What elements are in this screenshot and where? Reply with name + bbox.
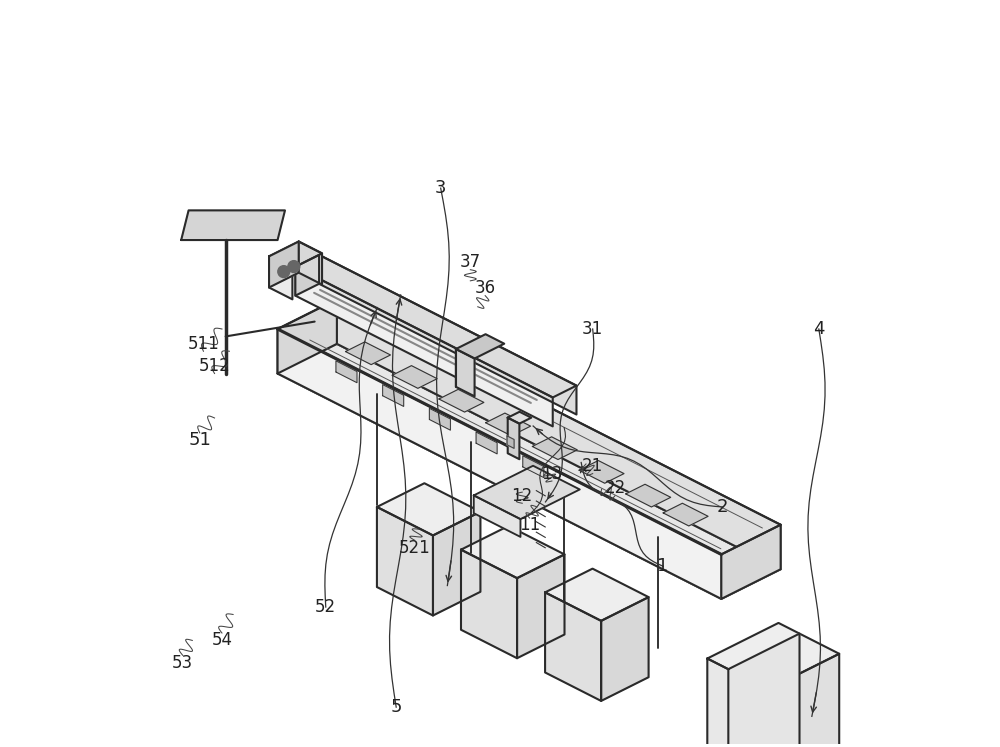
Polygon shape [517,554,565,658]
Polygon shape [768,654,839,747]
Text: 512: 512 [199,357,230,375]
Polygon shape [508,418,519,459]
Text: 12: 12 [512,487,533,505]
Polygon shape [181,211,285,240]
Polygon shape [269,241,299,288]
Polygon shape [456,334,504,359]
Text: 2: 2 [717,498,728,516]
Polygon shape [278,300,337,374]
Circle shape [288,261,300,273]
Polygon shape [456,349,475,397]
Polygon shape [579,461,624,483]
Text: 22: 22 [604,480,626,498]
Text: 4: 4 [813,320,825,338]
Polygon shape [728,633,800,747]
Polygon shape [663,503,708,526]
Polygon shape [474,495,520,537]
Polygon shape [532,437,577,459]
Polygon shape [377,483,480,536]
Polygon shape [278,329,721,599]
Polygon shape [523,456,544,477]
Polygon shape [461,550,517,658]
Polygon shape [392,365,437,388]
Polygon shape [707,659,768,747]
Circle shape [278,266,290,278]
Polygon shape [278,344,781,599]
Polygon shape [429,409,450,430]
Text: 5: 5 [390,698,402,716]
Polygon shape [439,389,484,412]
Polygon shape [707,623,839,689]
Polygon shape [507,436,514,448]
Text: 3: 3 [435,179,446,197]
Polygon shape [383,385,404,406]
Polygon shape [269,256,292,300]
Text: 52: 52 [315,598,336,616]
Text: 54: 54 [211,631,232,649]
Polygon shape [319,255,576,415]
Text: 37: 37 [460,253,481,271]
Polygon shape [545,568,649,621]
Text: 51: 51 [188,431,211,449]
Polygon shape [476,432,497,454]
Text: 53: 53 [172,654,193,672]
Polygon shape [486,413,531,436]
Polygon shape [345,342,390,365]
Polygon shape [299,241,322,285]
Polygon shape [295,255,319,296]
Polygon shape [433,512,480,616]
Polygon shape [295,267,553,427]
Polygon shape [626,484,671,507]
Polygon shape [336,361,357,382]
Text: 36: 36 [475,279,496,297]
Polygon shape [508,412,531,424]
Polygon shape [269,241,322,268]
Text: 13: 13 [541,465,563,483]
Polygon shape [295,255,576,397]
Polygon shape [721,524,781,599]
Text: 1: 1 [657,557,669,575]
Polygon shape [337,300,781,569]
Polygon shape [461,526,565,578]
Text: 11: 11 [519,516,540,535]
Polygon shape [545,592,601,701]
Polygon shape [601,597,649,701]
Polygon shape [474,465,580,519]
Polygon shape [377,507,433,616]
Text: 511: 511 [188,335,219,353]
Text: 521: 521 [399,539,431,557]
Text: 31: 31 [582,320,603,338]
Text: 21: 21 [582,457,603,475]
